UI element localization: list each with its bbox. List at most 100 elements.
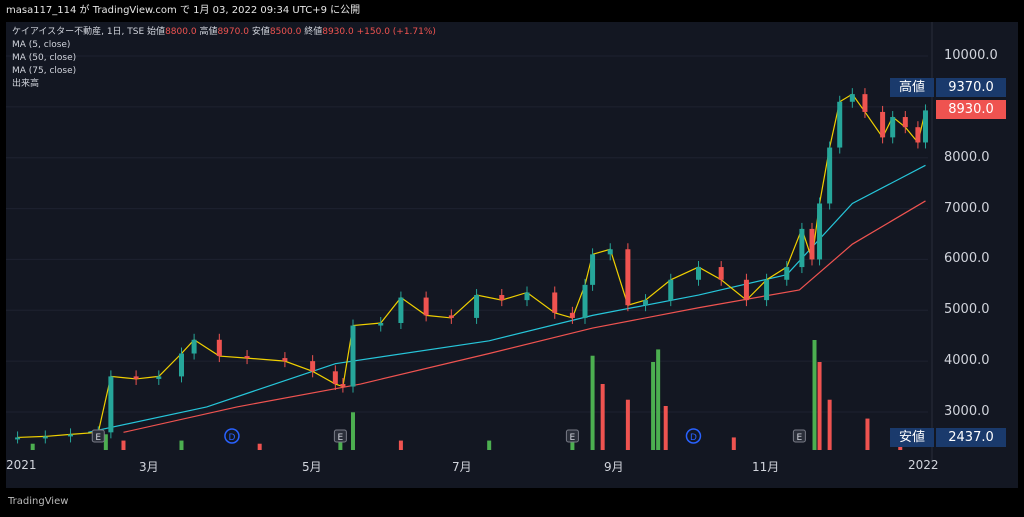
candle-body [15,437,21,440]
volume-bar [663,406,668,450]
price-tick-label: 3000.0 [944,404,990,419]
ma5-line [17,93,927,439]
earnings-marker [792,429,806,443]
candle-body [817,203,823,260]
time-tick-label: 5月 [302,460,322,474]
candle-body [68,434,74,437]
low-tag: 安値 [890,428,934,447]
candle-body [552,292,558,313]
candle-body [668,279,674,301]
candle-body [718,267,724,280]
volume-bar [625,399,630,450]
tradingview-logo-icon[interactable]: TradingView [8,496,68,507]
tradingview-brand: TradingView [8,496,69,507]
low-price-label: 2437.0 [936,428,1006,447]
dividend-marker [224,428,240,444]
candle-body [216,339,222,357]
price-tick-label: 4000.0 [944,353,990,369]
legend-ma75[interactable]: MA (75, close) [12,66,77,76]
volume-bar [257,443,262,450]
candle-body [42,436,48,439]
candle-body [569,312,575,318]
legend-change: +150.0 (+1.71%) [356,27,436,37]
dividend-marker-label: D [690,433,697,443]
legend-ohlc-row: ケイアイスター不動産, 1日, TSE 始値8800.0 高値8970.0 安値… [12,26,436,39]
high-tag: 高値 [890,78,934,97]
candle-body [310,361,316,372]
candle-body [696,267,701,280]
volume-bar [103,434,108,450]
ma75-line [123,200,926,433]
legend-close-label: 終値 [304,27,323,37]
volume-bar [590,355,595,450]
candle-body [350,325,356,387]
volume-bar [30,443,35,450]
volume-bar [600,384,605,450]
candle-body [524,292,530,301]
volume-bar [350,412,355,450]
price-tick-label: 10000.0 [944,48,998,63]
candle-body [849,94,855,102]
candle-body [902,117,908,128]
chart-legend: ケイアイスター不動産, 1日, TSE 始値8800.0 高値8970.0 安値… [12,26,436,91]
candle-body [332,371,338,385]
candle-body [398,297,404,323]
candle-body [191,339,197,354]
candle-body [862,94,868,112]
candle-body [827,147,833,204]
legend-open-label: 始値 [147,27,166,37]
author-line: masa117_114 が TradingView.com で 1月 03, 2… [0,0,1024,22]
footer: TradingView [0,488,1024,517]
candle-body [607,249,613,255]
time-tick-label: 2021 [6,458,37,472]
time-tick-label: 7月 [452,460,472,474]
candle-body [922,110,928,143]
candle-body [890,117,896,138]
earnings-marker [91,429,105,443]
candle-body [880,111,886,138]
candle-body [590,254,596,285]
candle-body [474,295,480,318]
candle-body [643,300,649,306]
time-tick-label: 3月 [139,460,159,474]
volume-bar [731,437,736,450]
earnings-marker [333,429,347,443]
candle-body [282,358,288,362]
volume-bar [570,437,575,450]
candle-body [837,101,843,148]
legend-high-value: 8970.0 [217,27,249,37]
legend-low-label: 安値 [251,27,270,37]
candle-body [133,376,139,379]
candle-body [784,267,790,280]
candle-body [448,315,454,318]
candle-body [799,228,805,268]
candle-body [340,384,346,387]
earnings-marker-label: E [797,433,803,443]
candle-body [764,279,770,301]
volume-bar [865,418,870,450]
candle-body [423,297,429,316]
volume-bar [121,440,126,450]
candle-body [244,356,250,359]
earnings-marker-label: E [338,433,344,443]
legend-open-value: 8800.0 [165,27,197,37]
legend-close-value: 8930.0 [322,27,354,37]
legend-ma5[interactable]: MA (5, close) [12,40,71,50]
candle-body [156,376,162,379]
dividend-marker [685,428,702,444]
price-tick-label: 7000.0 [944,200,990,216]
volume-bar [338,437,343,450]
volume-bar [487,440,492,450]
time-tick-label: 2022 [908,458,939,472]
legend-low-value: 8500.0 [269,27,302,37]
high-price-label: 9370.0 [936,78,1006,97]
legend-ma50[interactable]: MA (50, close) [12,53,77,63]
price-tick-label: 5000.0 [944,302,990,318]
legend-volume[interactable]: 出来高 [12,79,40,89]
earnings-marker-label: E [95,433,101,443]
dividend-marker-label: D [228,433,235,443]
volume-bar [656,349,661,450]
candle-body [743,279,749,301]
